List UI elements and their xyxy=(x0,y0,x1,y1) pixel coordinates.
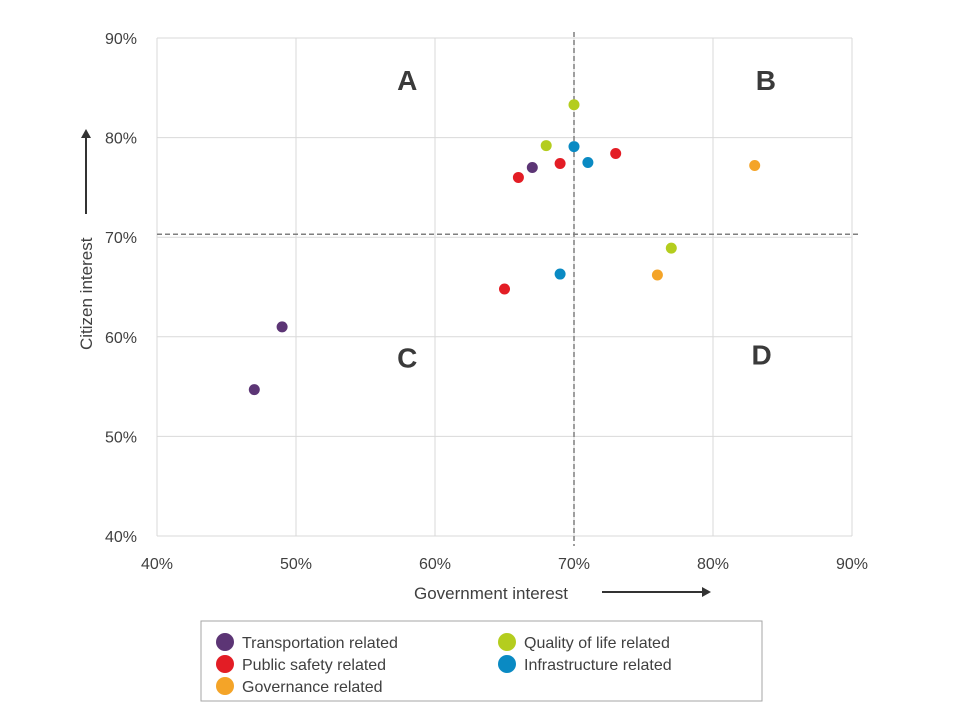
data-point xyxy=(554,157,566,169)
x-tick-label: 50% xyxy=(280,556,312,573)
legend-marker xyxy=(216,655,234,673)
quadrant-label: D xyxy=(752,340,772,371)
legend-label: Governance related xyxy=(242,679,383,696)
threshold-lines xyxy=(157,32,860,546)
legend-label: Quality of life related xyxy=(524,635,670,652)
x-axis-arrow xyxy=(602,587,711,597)
data-point xyxy=(610,148,622,160)
legend-label: Public safety related xyxy=(242,657,386,674)
y-tick-label: 90% xyxy=(105,31,137,48)
y-tick-label: 40% xyxy=(105,529,137,546)
y-tick-label: 80% xyxy=(105,131,137,148)
y-axis-label: Citizen interest xyxy=(77,237,96,350)
legend-box xyxy=(200,620,763,702)
y-axis-ticks: 40% 50% 60% 70% 80% 90% xyxy=(105,31,137,546)
legend-marker xyxy=(216,633,234,651)
legend-marker xyxy=(498,655,516,673)
y-tick-label: 60% xyxy=(105,330,137,347)
legend: Transportation related Quality of life re… xyxy=(200,620,763,702)
data-point xyxy=(554,268,566,280)
x-tick-label: 40% xyxy=(141,556,173,573)
data-point xyxy=(276,321,288,333)
y-axis-arrow xyxy=(81,129,91,214)
x-axis-ticks: 40% 50% 60% 70% 80% 90% xyxy=(141,556,868,573)
data-points xyxy=(248,99,761,396)
data-point xyxy=(540,140,552,152)
quadrant-label: C xyxy=(397,343,417,374)
y-tick-label: 50% xyxy=(105,429,137,446)
data-point xyxy=(568,99,580,111)
data-point xyxy=(526,161,538,173)
data-point xyxy=(651,269,663,281)
legend-marker xyxy=(498,633,516,651)
y-tick-label: 70% xyxy=(105,230,137,247)
data-point xyxy=(248,384,260,396)
legend-label: Transportation related xyxy=(242,635,398,652)
quadrant-label: B xyxy=(756,65,776,96)
quadrant-label: A xyxy=(397,65,417,96)
x-tick-label: 80% xyxy=(697,556,729,573)
grid-lines xyxy=(156,37,853,537)
x-tick-label: 60% xyxy=(419,556,451,573)
data-point xyxy=(512,171,524,183)
data-point xyxy=(499,283,510,295)
data-point xyxy=(582,157,594,168)
data-point xyxy=(749,159,761,171)
legend-label: Infrastructure related xyxy=(524,657,672,674)
x-tick-label: 90% xyxy=(836,556,868,573)
quadrant-labels: A B C D xyxy=(397,65,776,374)
x-tick-label: 70% xyxy=(558,556,590,573)
data-point xyxy=(665,242,677,254)
data-point xyxy=(568,141,580,153)
x-axis-label: Government interest xyxy=(414,584,568,603)
legend-marker xyxy=(216,677,234,695)
